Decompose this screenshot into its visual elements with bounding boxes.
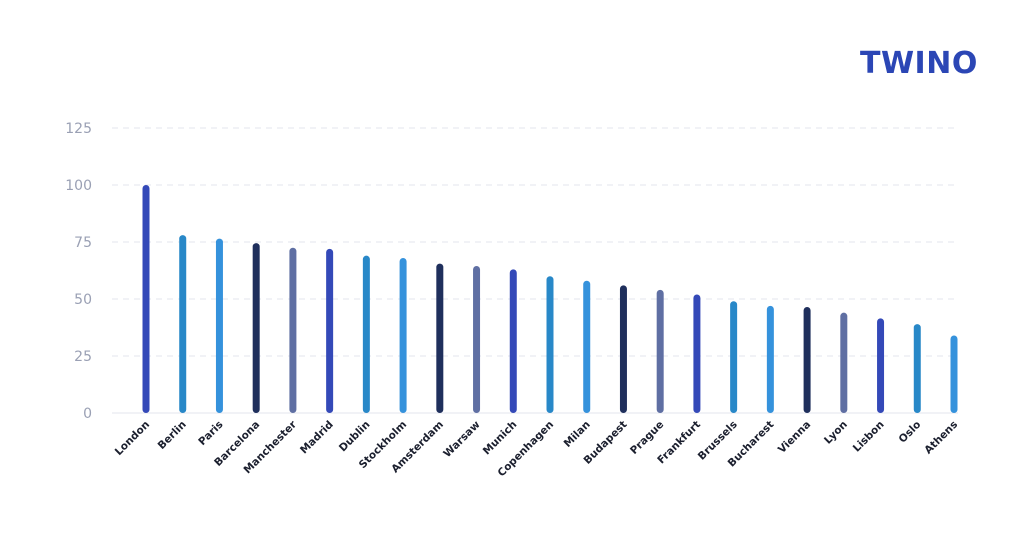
- bars: [142, 185, 958, 413]
- x-tick-label: Athens: [922, 419, 960, 457]
- x-tick-label: Berlin: [156, 419, 189, 452]
- y-tick-label: 100: [65, 178, 92, 194]
- bar-bucharest: [766, 305, 774, 413]
- x-tick-label: Paris: [196, 419, 225, 448]
- x-tick-label: Warsaw: [441, 418, 483, 460]
- bar-lisbon: [877, 318, 885, 413]
- bar-paris: [215, 238, 223, 413]
- x-tick-label: Oslo: [897, 419, 924, 446]
- bar-berlin: [179, 235, 187, 413]
- bar-madrid: [326, 248, 334, 413]
- bar-london: [142, 185, 150, 413]
- bar-dublin: [362, 255, 370, 413]
- x-tick-label: Lisbon: [851, 419, 887, 455]
- bar-milan: [583, 280, 591, 413]
- y-tick-label: 0: [83, 406, 92, 422]
- x-tick-label: Madrid: [298, 419, 336, 457]
- y-tick-label: 50: [74, 292, 92, 308]
- bar-manchester: [289, 247, 297, 413]
- bar-vienna: [803, 306, 811, 413]
- y-tick-label: 125: [65, 121, 92, 137]
- bar-warsaw: [473, 265, 481, 413]
- brand-logo: TWINO: [860, 46, 978, 81]
- y-tick-label: 75: [74, 235, 92, 251]
- y-axis: 0 25 50 75 100 125: [65, 121, 92, 422]
- x-tick-label: Milan: [562, 419, 593, 450]
- bar-brussels: [730, 301, 738, 413]
- x-tick-label: Vienna: [776, 419, 813, 456]
- bar-copenhagen: [546, 276, 554, 413]
- bar-budapest: [619, 285, 627, 413]
- bar-stockholm: [399, 257, 407, 413]
- y-tick-label: 25: [74, 349, 92, 365]
- bar-frankfurt: [693, 294, 701, 413]
- x-tick-label: London: [113, 419, 152, 458]
- x-tick-label: Lyon: [822, 419, 850, 447]
- x-tick-label: Prague: [628, 419, 666, 457]
- bar-athens: [950, 335, 958, 413]
- gridlines: [112, 127, 958, 414]
- x-tick-label: Dublin: [337, 419, 373, 455]
- bar-oslo: [913, 324, 921, 413]
- bar-amsterdam: [436, 263, 444, 413]
- bar-munich: [509, 269, 517, 413]
- bar-barcelona: [252, 243, 260, 413]
- bar-lyon: [840, 312, 848, 413]
- bar-prague: [656, 289, 664, 413]
